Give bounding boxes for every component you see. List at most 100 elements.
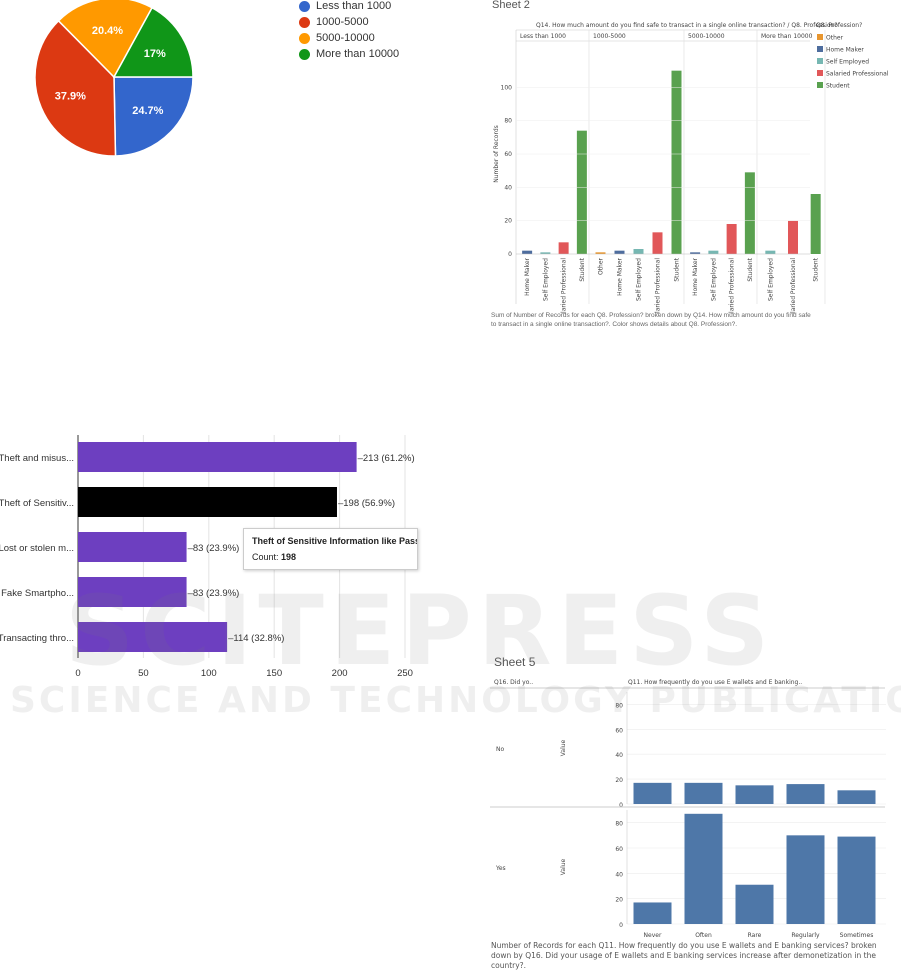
- pie-slice-3: [112, 6, 194, 78]
- sheet2-xtick-0-3: Student: [579, 257, 586, 281]
- hbar-xtick: 0: [75, 668, 80, 679]
- sheet2-bar-3-0: [765, 250, 776, 254]
- sheet2-bar-1-2: [633, 249, 644, 254]
- sheet2-ytick: 0: [508, 251, 512, 258]
- sheet2-xtick-2-1: Self Employed: [710, 258, 717, 301]
- sheet5-ytick: 80: [615, 821, 623, 828]
- sheet2-title: Sheet 2: [492, 0, 530, 11]
- sheet2-bar-1-0: [595, 252, 606, 254]
- sheet5-ytick: 20: [615, 777, 623, 784]
- legend-dot-icon: [299, 16, 310, 28]
- hbar-xtick: 250: [397, 668, 413, 679]
- sheet5-xtick-4: Sometimes: [840, 932, 874, 939]
- pie-legend-item-0: Less than 1000: [299, 0, 391, 12]
- tooltip-count: Count: 198: [252, 552, 409, 562]
- sheet5-title: Sheet 5: [494, 655, 536, 669]
- hbar-bar-1: [78, 487, 337, 517]
- sheet5-ytick: 40: [615, 752, 623, 759]
- sheet2-ytick: 80: [504, 118, 512, 125]
- sheet2-bar-3-2: [810, 194, 821, 254]
- sheet5-ylabel-1: Value: [560, 858, 567, 875]
- sheet2-bar-1-4: [671, 70, 682, 254]
- sheet2-group-header-3: More than 10000: [761, 33, 813, 40]
- hbar-xtick: 150: [266, 668, 282, 679]
- legend-dot-icon: [299, 48, 310, 60]
- sheet2-bar-0-2: [558, 242, 569, 254]
- hbar-bar-2: [78, 532, 187, 562]
- sheet2-ytick: 60: [504, 151, 512, 158]
- sheet2-legend-swatch-1: [817, 46, 823, 52]
- hbar-data-label-0: –213 (61.2%): [358, 453, 415, 464]
- pie-legend-item-2: 5000-10000: [299, 32, 375, 44]
- sheet5-xtick-1: Often: [695, 932, 712, 939]
- pie-legend-label: 5000-10000: [316, 32, 375, 44]
- sheet5-ytick: 40: [615, 871, 623, 878]
- hbar-xtick: 200: [332, 668, 348, 679]
- hbar-data-label-1: –198 (56.9%): [338, 498, 395, 509]
- pie-legend-item-3: More than 10000: [299, 48, 399, 60]
- pie-slice-label-2: 20.4%: [92, 25, 123, 37]
- tooltip-count-label: Count:: [252, 552, 279, 562]
- sheet2-legend-label-3: Salaried Professional: [826, 71, 889, 78]
- pie-legend-label: More than 10000: [316, 48, 400, 60]
- legend-dot-icon: [299, 0, 310, 12]
- sheet5-row-header: Q16. Did yo..: [494, 679, 533, 686]
- sheet2-group-header-1: 1000-5000: [593, 33, 626, 40]
- sheet2-xtick-2-0: Home Maker: [692, 257, 699, 295]
- sheet5-facet-label-0: No: [496, 746, 504, 753]
- sheet5-xtick-0: Never: [644, 932, 662, 939]
- hbar-tooltip: Theft of Sensitive Information like Pass…: [243, 528, 418, 570]
- sheet5-bar-0-3: [786, 784, 825, 804]
- hbar-data-label-3: –83 (23.9%): [188, 588, 240, 599]
- pie-legend-label: 1000-5000: [316, 16, 369, 28]
- sheet2-bar-2-0: [690, 252, 701, 254]
- sheet2-xtick-0-1: Self Employed: [542, 258, 549, 301]
- sheet2-ytick: 100: [501, 84, 513, 91]
- sheet5-bar-0-1: [684, 782, 723, 804]
- pie-slice-label-3: 17%: [144, 48, 166, 60]
- sheet2-bar-0-1: [540, 252, 551, 254]
- sheet5-bar-1-0: [633, 902, 672, 924]
- sheet5-ytick: 0: [619, 802, 623, 809]
- sheet2-legend-label-1: Home Maker: [826, 47, 864, 54]
- sheet2-xtick-0-0: Home Maker: [524, 257, 531, 295]
- sheet2-caption: Sum of Number of Records for each Q8. Pr…: [491, 312, 811, 328]
- hbar-data-label-2: –83 (23.9%): [188, 543, 240, 554]
- sheet5-bar-0-2: [735, 785, 774, 804]
- sheet2-bar-0-3: [576, 130, 587, 254]
- hbar-category-2: Lost or stolen m...: [0, 543, 74, 554]
- legend-dot-icon: [299, 32, 310, 44]
- sheet2-ylabel: Number of Records: [493, 125, 500, 183]
- hbar-bar-0: [78, 442, 357, 472]
- sheet2-xtick-0-2: Salaried Professional: [561, 258, 568, 314]
- pie-legend-label: Less than 1000: [316, 0, 392, 12]
- sheet5-bar-1-4: [837, 836, 876, 924]
- hbar-xtick: 50: [138, 668, 149, 679]
- sheet2-legend-swatch-3: [817, 70, 823, 76]
- sheet2-bar-3-1: [788, 220, 798, 254]
- sheet2-xtick-3-2: Student: [813, 257, 820, 281]
- hbar-xtick: 100: [201, 668, 217, 679]
- sheet2-legend-swatch-2: [817, 58, 823, 64]
- sheet2-ytick: 40: [504, 184, 512, 191]
- sheet5-column-header: Q11. How frequently do you use E wallets…: [628, 679, 802, 686]
- sheet2-chart-title: Q14. How much amount do you find safe to…: [536, 22, 838, 29]
- sheet2-xtick-1-4: Student: [674, 257, 681, 281]
- sheet2-legend-title: Q8. Profession?: [816, 22, 862, 29]
- sheet2-xtick-1-2: Self Employed: [636, 258, 643, 301]
- hbar-bar-4: [78, 622, 228, 652]
- sheet2-xtick-3-0: Self Employed: [767, 258, 774, 301]
- hbar-bar-3: [78, 577, 187, 607]
- hbar-category-3: Fake Smartpho...: [1, 588, 74, 599]
- sheet2-group-header-2: 5000-10000: [688, 33, 725, 40]
- pie-chart: 24.7% 37.9% 20.4% 17%: [34, 0, 194, 157]
- sheet5-bar-1-2: [735, 884, 774, 924]
- sheet2-xtick-2-3: Student: [747, 257, 754, 281]
- sheet2-legend-label-2: Self Employed: [826, 59, 869, 66]
- sheet2-xtick-1-1: Home Maker: [617, 257, 624, 295]
- sheet2-legend-label-0: Other: [826, 35, 844, 42]
- sheet5-chart: Q16. Did yo.. Q11. How frequently do you …: [490, 679, 886, 939]
- hbar-category-4: Transacting thro...: [0, 633, 74, 644]
- hbar-category-0: Theft and misus...: [0, 453, 74, 464]
- sheet5-xtick-3: Regularly: [791, 932, 820, 939]
